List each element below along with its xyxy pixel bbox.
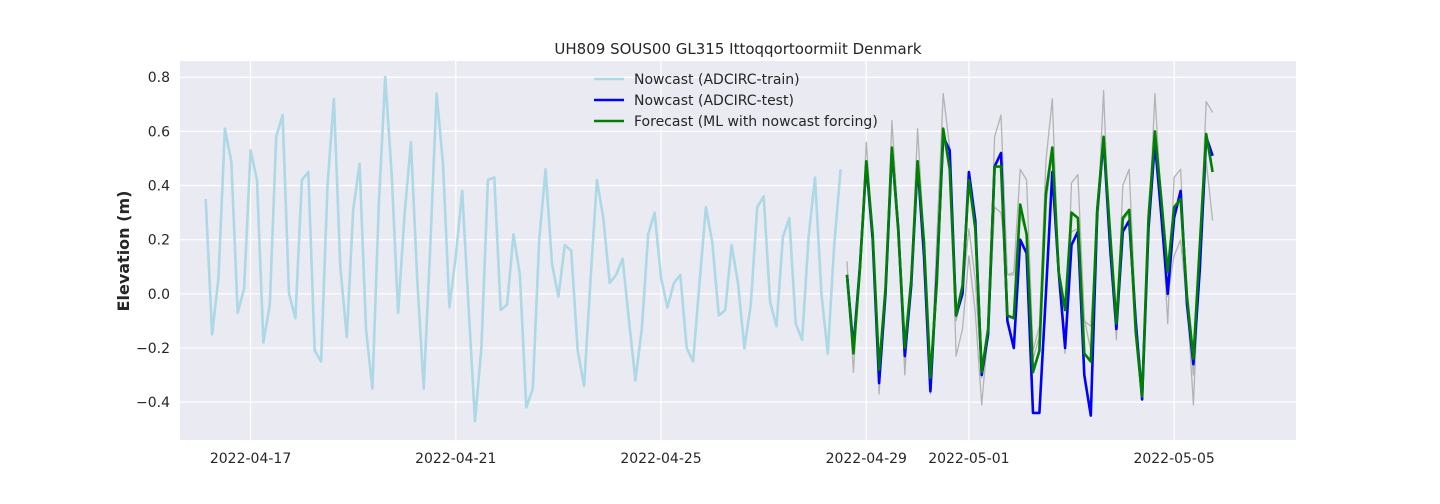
x-tick-label: 2022-04-25 xyxy=(620,451,701,467)
y-tick-label: 0.2 xyxy=(148,233,170,249)
y-tick-label: 0.4 xyxy=(148,179,170,195)
series-lines xyxy=(204,75,1214,423)
x-axis-ticks: 2022-04-17 2022-04-21 2022-04-25 2022-04-29… xyxy=(210,451,1215,467)
x-tick-label: 2022-04-29 xyxy=(826,451,907,467)
chart-title: UH809 SOUS00 GL315 Ittoqqortoormiit Denm… xyxy=(554,40,921,58)
legend-label: Nowcast (ADCIRC-test) xyxy=(634,93,794,109)
legend-label: Forecast (ML with nowcast forcing) xyxy=(634,114,878,130)
legend-label: Nowcast (ADCIRC-train) xyxy=(634,72,800,88)
y-tick-label: 0.0 xyxy=(148,287,170,303)
series-line-2 xyxy=(204,75,842,423)
y-axis-label: Elevation (m) xyxy=(114,191,133,312)
y-tick-label: 0.6 xyxy=(148,124,170,140)
y-tick-label: −0.2 xyxy=(136,341,170,357)
y-tick-label: −0.4 xyxy=(136,395,170,411)
series-line-4 xyxy=(845,127,1214,399)
x-tick-label: 2022-05-05 xyxy=(1133,451,1214,467)
x-tick-label: 2022-05-01 xyxy=(928,451,1009,467)
y-axis-ticks: 0.8 0.6 0.4 0.2 0.0 −0.2 −0.4 xyxy=(136,70,170,411)
y-tick-label: 0.8 xyxy=(148,70,170,86)
legend: Nowcast (ADCIRC-train) Nowcast (ADCIRC-te… xyxy=(594,72,878,130)
grid xyxy=(180,61,1296,440)
x-tick-label: 2022-04-21 xyxy=(415,451,496,467)
x-tick-label: 2022-04-17 xyxy=(210,451,291,467)
